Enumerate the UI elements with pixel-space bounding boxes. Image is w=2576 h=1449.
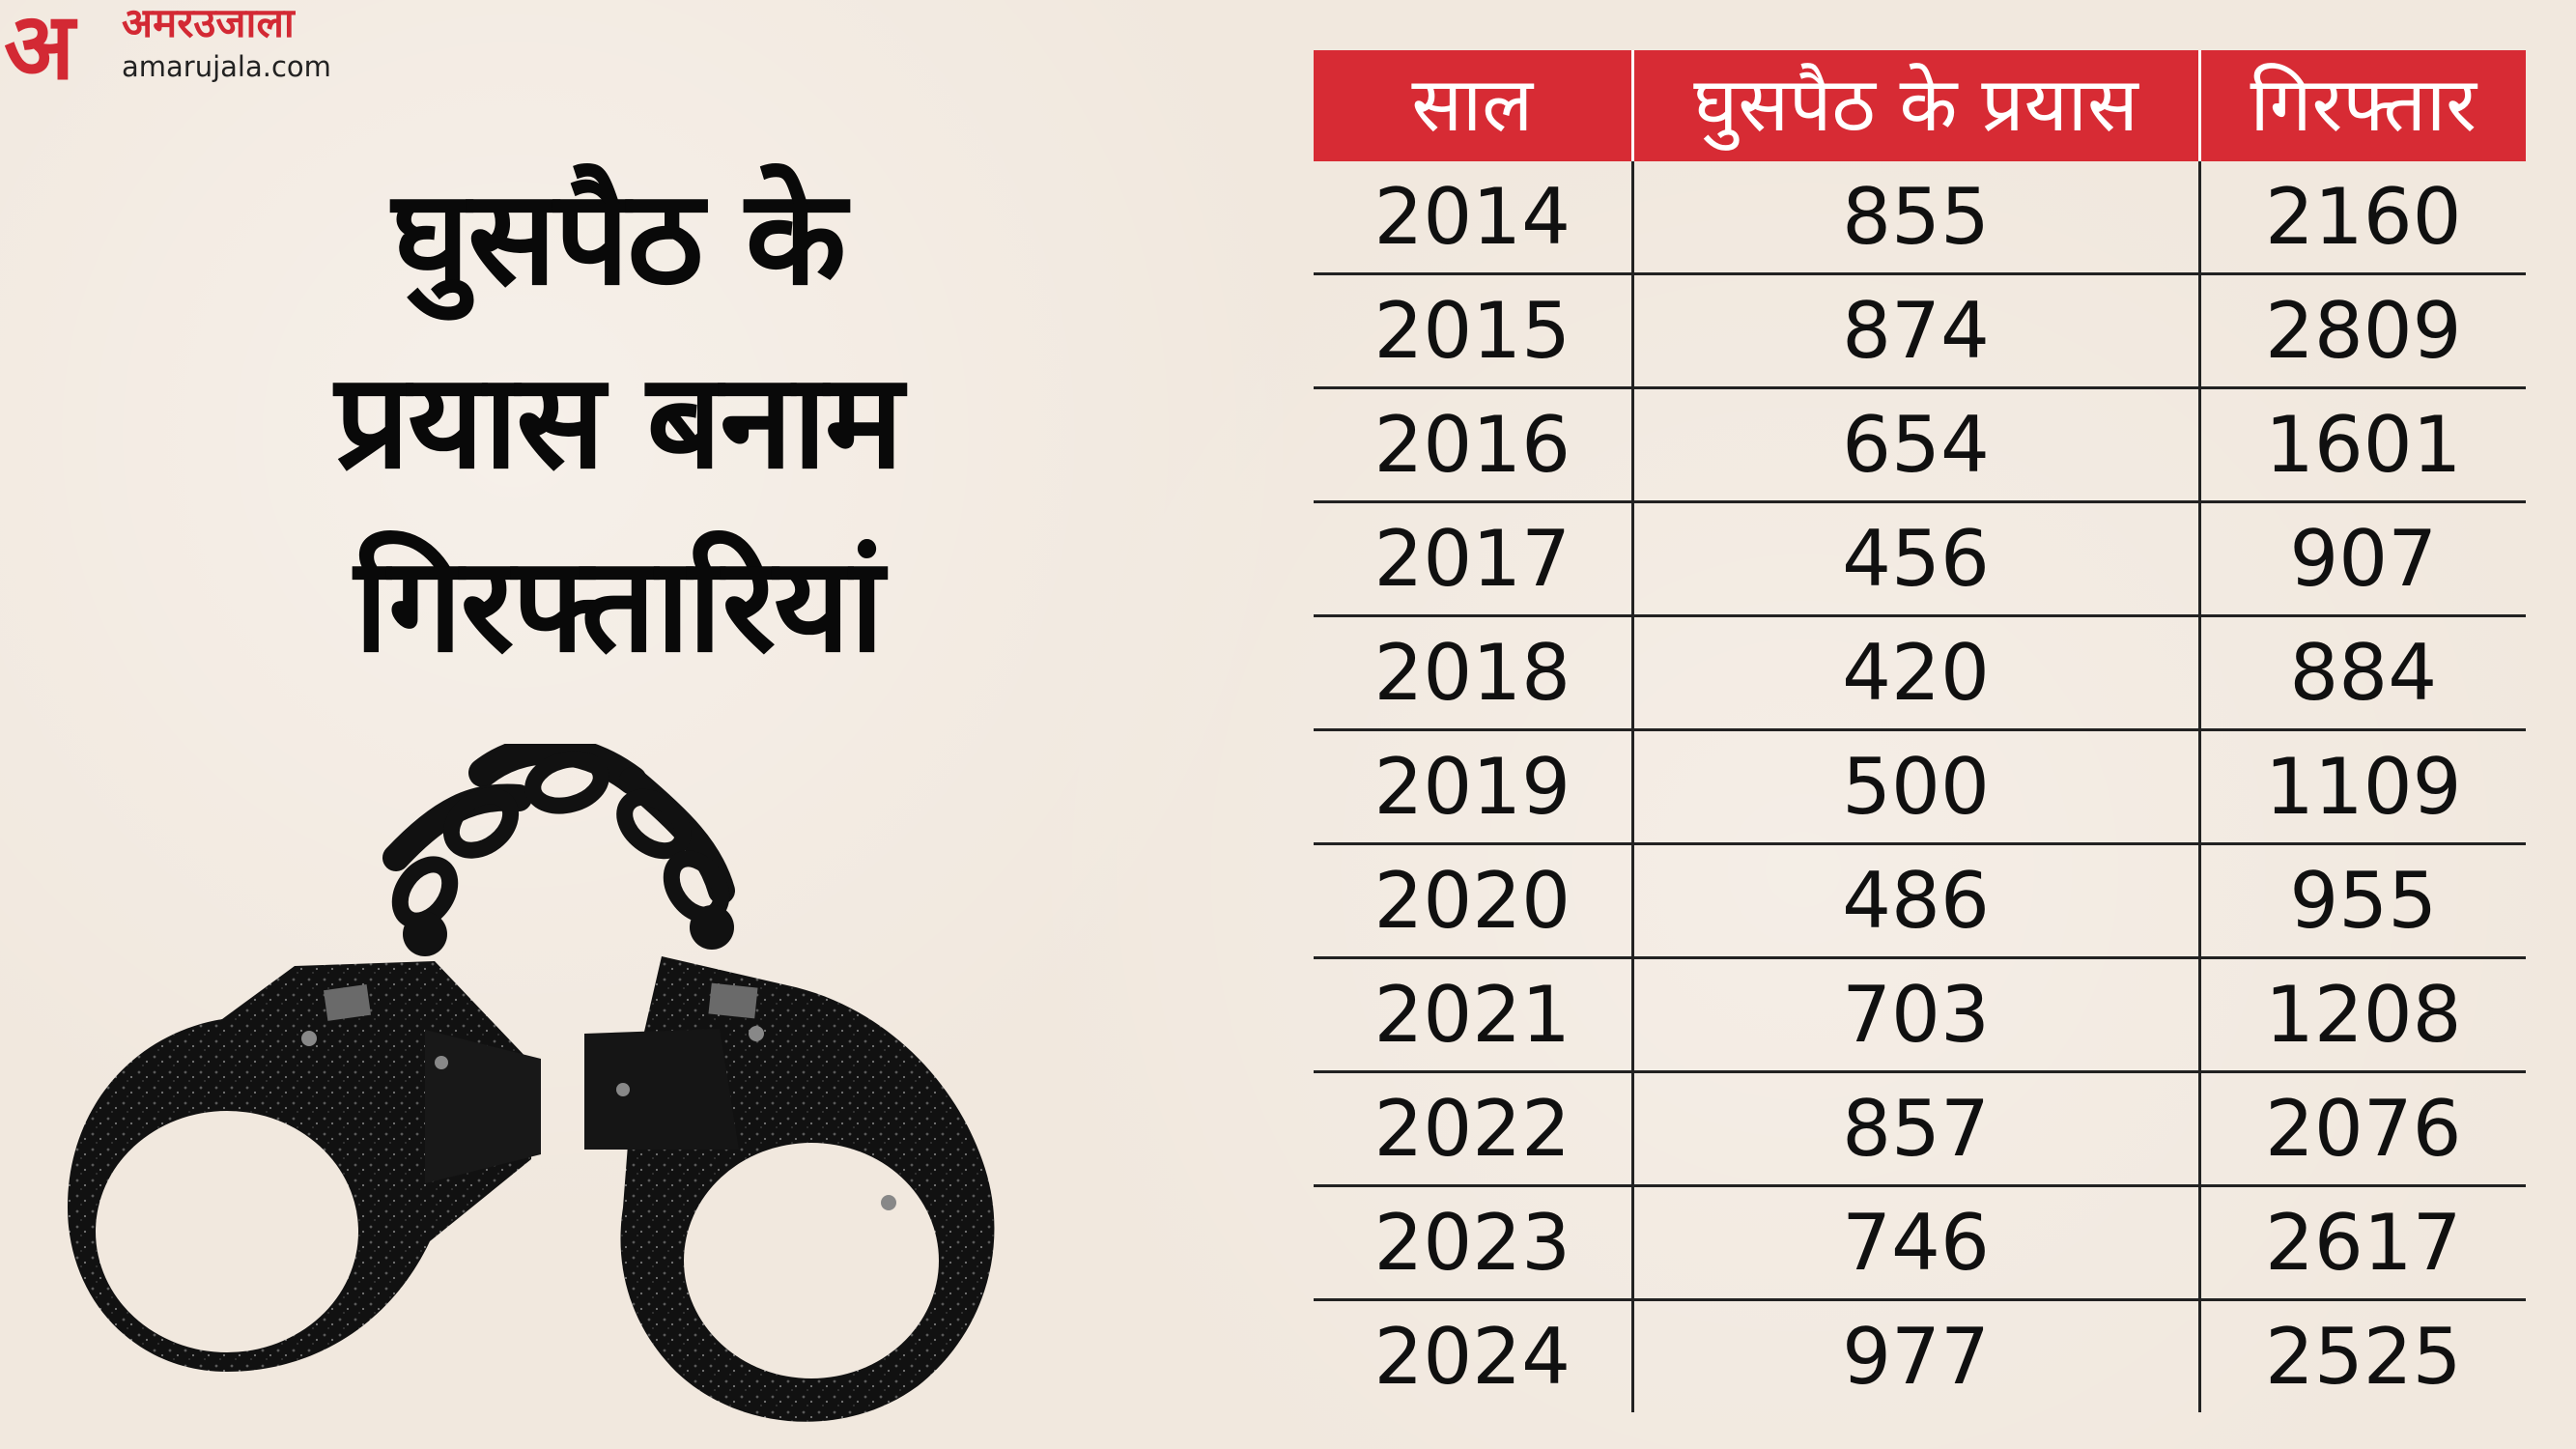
- logo-url: amarujala.com: [122, 50, 331, 83]
- attempts-cell: 456: [1632, 501, 2201, 617]
- header-arrests: गिरफ्तार: [2199, 50, 2526, 161]
- table-row: 2023 746 2617: [1314, 1185, 2526, 1301]
- arrests-cell: 2809: [2199, 273, 2526, 389]
- headline: घुसपैठ के प्रयास बनाम गिरफ्तारियां: [159, 147, 1077, 707]
- attempts-cell: 500: [1632, 729, 2201, 845]
- amarujala-logo: अ अमरउजाला amarujala.com: [0, 0, 391, 93]
- attempts-cell: 855: [1632, 161, 2201, 275]
- year-cell: 2017: [1314, 501, 1634, 617]
- handcuffs-illustration: [68, 744, 995, 1422]
- attempts-cell: 486: [1632, 843, 2201, 959]
- table-row: 2014 855 2160: [1314, 161, 2526, 275]
- table-row: 2020 486 955: [1314, 843, 2526, 959]
- table-row: 2021 703 1208: [1314, 957, 2526, 1073]
- headline-line-3: गिरफ्तारियां: [354, 529, 884, 682]
- year-cell: 2016: [1314, 387, 1634, 503]
- arrests-cell: 2617: [2199, 1185, 2526, 1301]
- year-cell: 2023: [1314, 1185, 1634, 1301]
- year-cell: 2021: [1314, 957, 1634, 1073]
- year-cell: 2014: [1314, 161, 1634, 275]
- arrests-cell: 884: [2199, 615, 2526, 731]
- arrests-cell: 1208: [2199, 957, 2526, 1073]
- table-row: 2015 874 2809: [1314, 273, 2526, 389]
- attempts-cell: 703: [1632, 957, 2201, 1073]
- logo-hindi-name: अमरउजाला: [122, 0, 295, 46]
- header-year: साल: [1314, 50, 1634, 161]
- year-cell: 2020: [1314, 843, 1634, 959]
- year-cell: 2019: [1314, 729, 1634, 845]
- table-row: 2019 500 1109: [1314, 729, 2526, 845]
- data-table: साल घुसपैठ के प्रयास गिरफ्तार 2014 855 216…: [1314, 50, 2526, 1412]
- attempts-cell: 654: [1632, 387, 2201, 503]
- headline-line-1: घुसपैठ के: [391, 162, 846, 315]
- logo-mark: अ: [4, 0, 75, 100]
- year-cell: 2022: [1314, 1071, 1634, 1187]
- table-row: 2016 654 1601: [1314, 387, 2526, 503]
- attempts-cell: 746: [1632, 1185, 2201, 1301]
- header-attempts: घुसपैठ के प्रयास: [1632, 50, 2201, 161]
- table-row: 2024 977 2525: [1314, 1299, 2526, 1412]
- arrests-cell: 1601: [2199, 387, 2526, 503]
- arrests-cell: 2160: [2199, 161, 2526, 275]
- year-cell: 2018: [1314, 615, 1634, 731]
- table-header-row: साल घुसपैठ के प्रयास गिरफ्तार: [1314, 50, 2526, 161]
- headline-line-2: प्रयास बनाम: [334, 346, 903, 498]
- year-cell: 2024: [1314, 1299, 1634, 1412]
- arrests-cell: 1109: [2199, 729, 2526, 845]
- arrests-cell: 955: [2199, 843, 2526, 959]
- table-row: 2022 857 2076: [1314, 1071, 2526, 1187]
- arrests-cell: 2525: [2264, 1312, 2462, 1402]
- attempts-cell: 977: [1632, 1299, 2201, 1412]
- attempts-cell: 857: [1632, 1071, 2201, 1187]
- table-row: 2017 456 907: [1314, 501, 2526, 617]
- attempts-cell: 874: [1632, 273, 2201, 389]
- table-row: 2018 420 884: [1314, 615, 2526, 731]
- infiltration-arrest-table: साल घुसपैठ के प्रयास गिरफ्तार 2014 855 216…: [1314, 50, 2526, 1412]
- arrests-cell: 2076: [2199, 1071, 2526, 1187]
- year-cell: 2015: [1314, 273, 1634, 389]
- arrests-cell: 907: [2199, 501, 2526, 617]
- attempts-cell: 420: [1632, 615, 2201, 731]
